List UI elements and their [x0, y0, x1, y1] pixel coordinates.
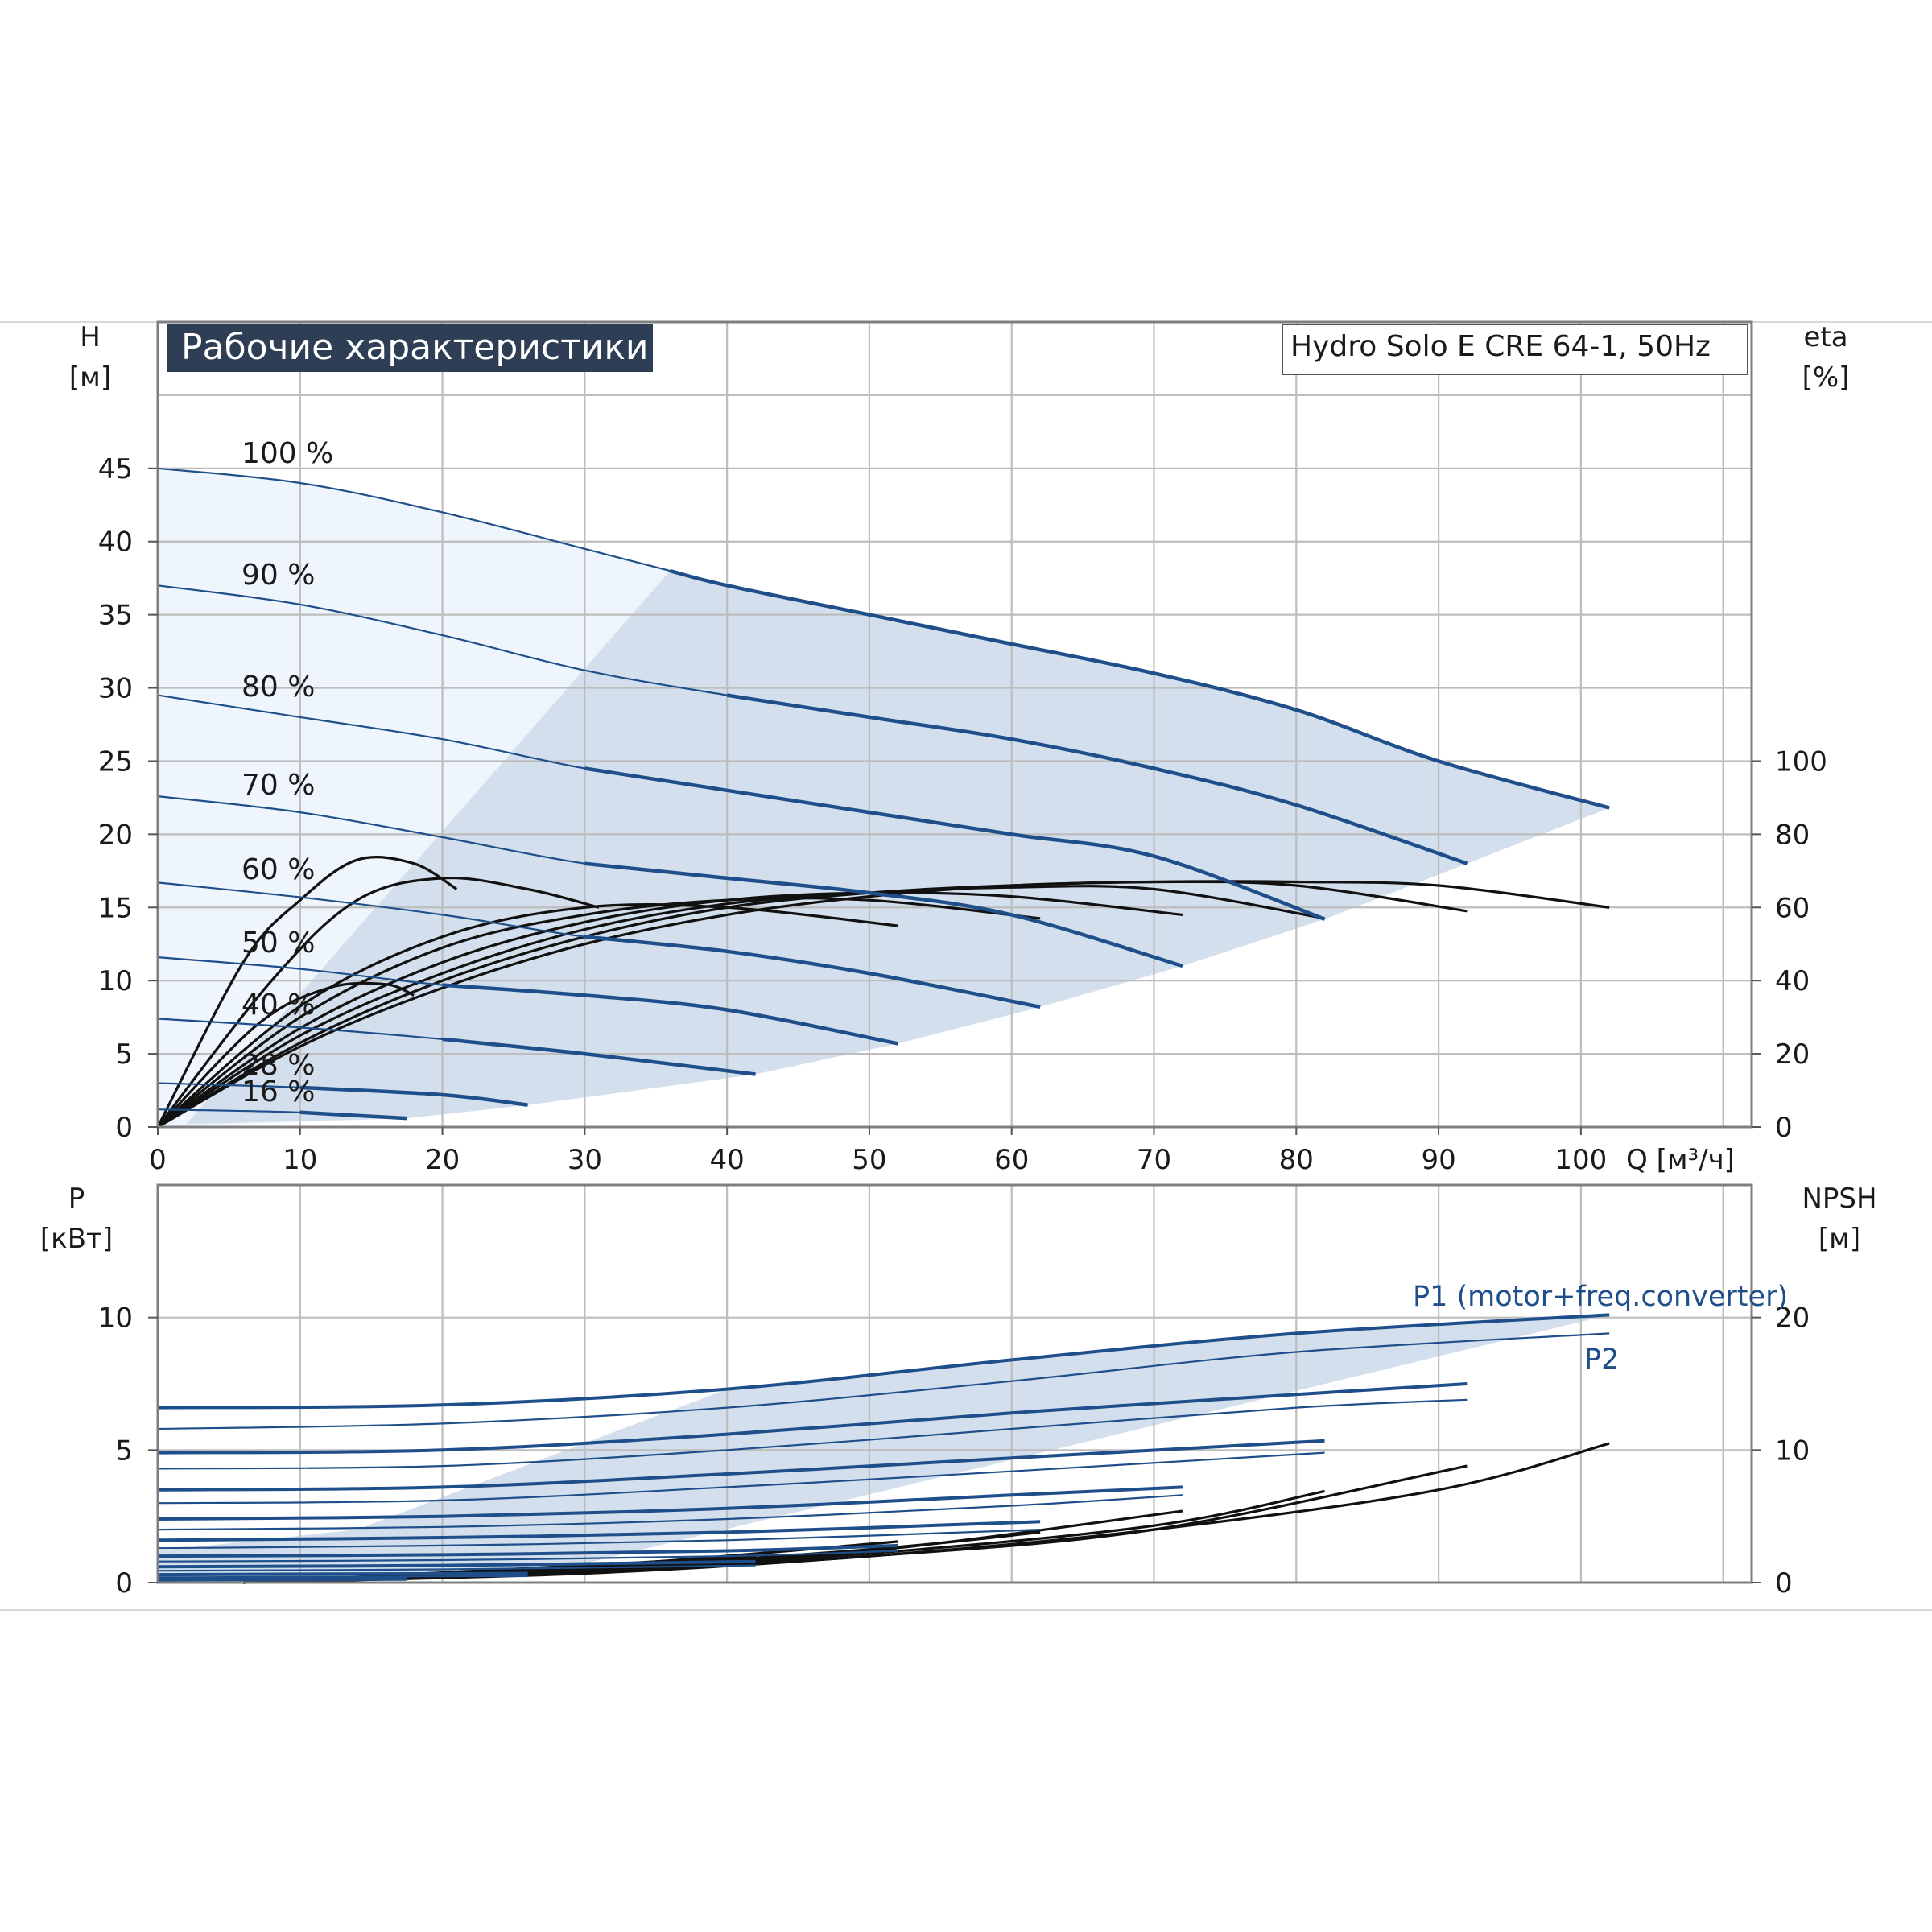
head-curve-thick-100 — [669, 568, 1610, 810]
p2-curve-28 — [157, 1575, 528, 1579]
x-tick-label-30: 30 — [568, 1144, 602, 1176]
speed-label-50: 50 % — [242, 927, 315, 960]
p1-curve-28 — [157, 1571, 528, 1577]
speed-label-40: 40 % — [242, 989, 315, 1022]
p-tick-label-10: 10 — [98, 1302, 133, 1335]
y2-axis-title-npsh: NPSH — [1802, 1183, 1876, 1215]
top-panel-frame — [156, 320, 1753, 1129]
x-tick-label-60: 60 — [994, 1144, 1029, 1176]
p1-curve-50 — [157, 1543, 898, 1558]
speed-label-28: 28 % — [242, 1049, 315, 1082]
x-tick-label-20: 20 — [425, 1144, 460, 1176]
head-curve-thick-50 — [442, 983, 898, 1046]
p2-curve-100 — [157, 1332, 1610, 1430]
npsh-tick-label-20: 20 — [1775, 1302, 1810, 1335]
head-curve-thick-80 — [584, 766, 1326, 921]
npsh-tick-label-0: 0 — [1775, 1567, 1793, 1600]
y2-tick-label-20: 20 — [1775, 1038, 1810, 1071]
y-axis-title-h: H — [80, 321, 101, 353]
x-tick-label-50: 50 — [852, 1144, 886, 1176]
chart-title-background — [167, 324, 653, 372]
y-axis-unit-h: [м] — [69, 361, 111, 394]
efficiency-curve-40 — [156, 876, 600, 1128]
bottom-panel-frame — [156, 1183, 1753, 1584]
efficiency-curve-70 — [157, 891, 1183, 1129]
speed-label-16: 16 % — [242, 1075, 315, 1108]
x-tick-label-70: 70 — [1137, 1144, 1171, 1176]
efficiency-curve-80 — [157, 885, 1325, 1129]
p2-curve-80 — [157, 1451, 1325, 1505]
model-box — [1282, 324, 1748, 375]
head-curve-thick-90 — [726, 693, 1468, 865]
p1-curve-70 — [157, 1485, 1183, 1521]
x-tick-label-40: 40 — [710, 1144, 745, 1176]
head-curve-thick-16 — [299, 1110, 407, 1121]
p1-curve-90 — [157, 1382, 1468, 1455]
efficiency-curve-60 — [157, 897, 1041, 1129]
y-tick-label-0: 0 — [115, 1112, 133, 1144]
npsh-tick-label-10: 10 — [1775, 1435, 1810, 1467]
head-curve-thick-60 — [584, 935, 1041, 1009]
y-tick-label-40: 40 — [98, 526, 133, 559]
x-tick-label-90: 90 — [1421, 1144, 1455, 1176]
speed-label-70: 70 % — [242, 769, 315, 802]
p-tick-label-0: 0 — [115, 1567, 133, 1600]
y-tick-label-25: 25 — [98, 745, 133, 778]
efficiency-curve-28 — [156, 856, 458, 1128]
speed-label-90: 90 % — [242, 559, 315, 592]
p2-curve-label: P2 — [1584, 1344, 1619, 1376]
p1-curve-60 — [157, 1520, 1041, 1542]
speed-label-100: 100 % — [242, 437, 333, 470]
x-axis-title-q: Q [м³/ч] — [1626, 1144, 1735, 1176]
p2-curve-40 — [157, 1564, 756, 1572]
y-axis-unit-p: [кВт] — [40, 1223, 113, 1255]
speed-label-60: 60 % — [242, 853, 315, 886]
y2-axis-unit-npsh: [м] — [1818, 1223, 1860, 1255]
p2-curve-70 — [157, 1494, 1183, 1531]
y-tick-label-35: 35 — [98, 600, 133, 632]
y2-tick-label-0: 0 — [1775, 1112, 1793, 1144]
p2-curve-50 — [157, 1550, 898, 1563]
p2-curve-60 — [157, 1529, 1041, 1550]
efficiency-curve-100 — [157, 880, 1610, 1129]
model-label: Hydro Solo E CRE 64-1, 50Hz — [1290, 330, 1711, 363]
y2-tick-label-80: 80 — [1775, 819, 1810, 851]
y-tick-label-15: 15 — [98, 892, 133, 924]
p1-curve-40 — [157, 1559, 756, 1569]
head-efficiency-panel: 0 10 20 30 40 50 60 70 80 90 100 0 5 10 15 20 25 30 35 40 45… — [69, 320, 1850, 1176]
efficiency-curve-50 — [156, 902, 898, 1129]
p1-curve-label: P1 (motor+freq.converter) — [1413, 1281, 1788, 1313]
y-axis-title-p: P — [68, 1183, 85, 1215]
efficiency-curve-16 — [156, 981, 415, 1129]
x-tick-label-10: 10 — [283, 1144, 317, 1176]
y2-tick-label-60: 60 — [1775, 892, 1810, 924]
head-curve-thick-28 — [299, 1085, 528, 1107]
y-tick-label-30: 30 — [98, 673, 133, 705]
x-tick-label-0: 0 — [149, 1144, 167, 1176]
x-tick-label-80: 80 — [1279, 1144, 1314, 1176]
y2-tick-label-100: 100 — [1775, 745, 1827, 778]
power-npsh-panel: 0 5 10 0 10 20 P [кВт] NPSH [м] P1 (motor+fre… — [40, 1183, 1877, 1600]
head-curve-thick-70 — [584, 861, 1183, 968]
p-tick-label-5: 5 — [115, 1435, 133, 1467]
p1-curve-100 — [157, 1313, 1610, 1410]
y-tick-label-45: 45 — [98, 453, 133, 485]
y-tick-label-5: 5 — [115, 1038, 133, 1071]
y-tick-label-10: 10 — [98, 965, 133, 997]
head-range-operating-area — [186, 571, 1610, 1125]
p2-curve-90 — [157, 1398, 1468, 1470]
speed-label-80: 80 % — [242, 671, 315, 704]
head-curve-thick-40 — [442, 1037, 756, 1076]
y-tick-label-20: 20 — [98, 819, 133, 851]
y2-tick-label-40: 40 — [1775, 965, 1810, 997]
y2-axis-title-eta: eta — [1803, 321, 1847, 353]
p1-curve-80 — [157, 1439, 1325, 1492]
y2-axis-unit-eta: [%] — [1802, 361, 1850, 394]
chart-title: Рабочие характеристики — [181, 327, 649, 368]
x-tick-label-100: 100 — [1554, 1144, 1607, 1176]
